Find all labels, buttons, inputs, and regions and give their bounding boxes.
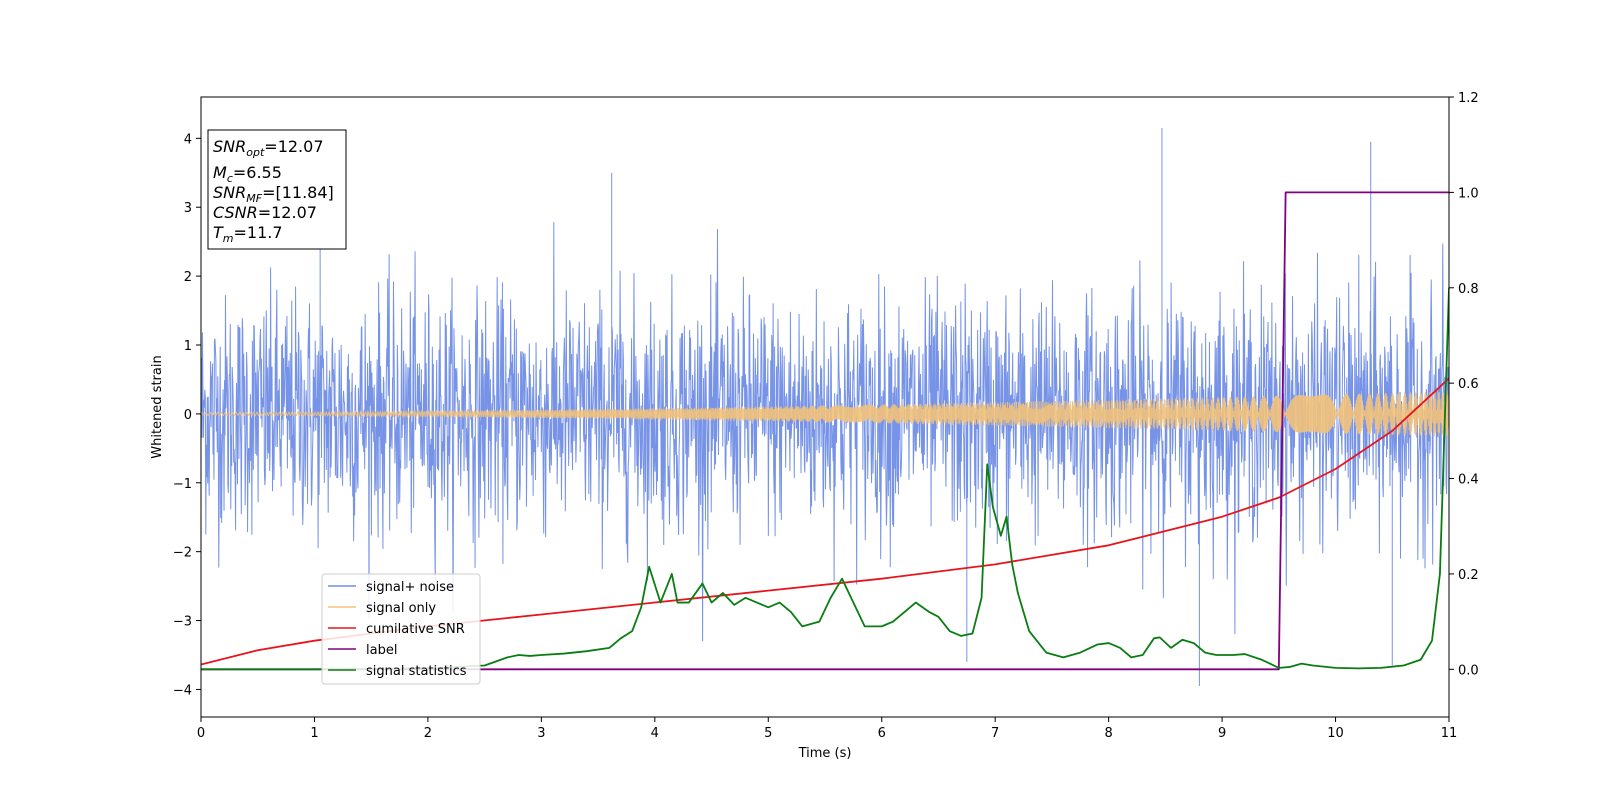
signal-statistics-line bbox=[201, 287, 1449, 671]
x-tick-label: 11 bbox=[1441, 726, 1458, 741]
y-tick-label: 3 bbox=[184, 201, 192, 216]
info-tm: Tm=11.7 bbox=[213, 223, 283, 245]
x-tick-label: 1 bbox=[310, 726, 318, 741]
info-csnr: CSNR=12.07 bbox=[213, 203, 317, 222]
axis-ticks: 0 1 2 3 4 5 6 7 8 9 10 11 −4 −3 −2 −1 0 1 2 3 4 0.0 0.2 0.4 0.6 0… bbox=[173, 91, 1479, 741]
info-mc: Mc=6.55 bbox=[213, 163, 282, 185]
y2-tick-label: 0.4 bbox=[1458, 473, 1479, 488]
y2-tick-label: 0.2 bbox=[1458, 568, 1479, 583]
y-axis-label: Whitened strain bbox=[150, 355, 165, 458]
legend-label-signal-statistics: signal statistics bbox=[366, 664, 467, 679]
y-tick-label: −4 bbox=[173, 683, 192, 698]
y2-tick-label: 0.8 bbox=[1458, 282, 1479, 297]
signal-only-series-layer bbox=[201, 391, 1449, 437]
x-axis-label: Time (s) bbox=[798, 746, 852, 761]
x-tick-label: 3 bbox=[537, 726, 545, 741]
y-tick-label: 1 bbox=[184, 339, 192, 354]
x-tick-label: 0 bbox=[197, 726, 205, 741]
label-line bbox=[201, 191, 1449, 671]
legend-label-cumulative-snr: cumilative SNR bbox=[366, 622, 465, 637]
x-tick-label: 5 bbox=[764, 726, 772, 741]
y2-tick-label: 1.0 bbox=[1458, 186, 1479, 201]
x-tick-label: 2 bbox=[424, 726, 432, 741]
x-tick-label: 9 bbox=[1218, 726, 1226, 741]
noise-series-layer bbox=[201, 128, 1449, 686]
signal-only-line bbox=[201, 391, 1449, 437]
x-tick-label: 7 bbox=[991, 726, 999, 741]
x-tick-label: 4 bbox=[651, 726, 659, 741]
y2-tick-label: 0.6 bbox=[1458, 377, 1479, 392]
y2-tick-label: 1.2 bbox=[1458, 91, 1479, 106]
x-tick-label: 8 bbox=[1104, 726, 1112, 741]
info-snr-opt: SNRopt=12.07 bbox=[213, 137, 324, 159]
y2-tick-label: 0.0 bbox=[1458, 663, 1479, 678]
y-tick-label: 4 bbox=[184, 132, 192, 147]
y-tick-label: 0 bbox=[184, 408, 192, 423]
legend-label-signal-noise: signal+ noise bbox=[366, 580, 454, 595]
y-tick-label: −3 bbox=[173, 615, 192, 630]
info-snr-mf: SNRMF=[11.84] bbox=[213, 183, 334, 205]
plot-frame bbox=[200, 96, 1450, 718]
x-tick-label: 6 bbox=[878, 726, 886, 741]
legend: signal+ noise signal only cumilative SNR… bbox=[321, 573, 481, 685]
legend-label-signal-only: signal only bbox=[366, 601, 436, 616]
x-tick-label: 10 bbox=[1327, 726, 1344, 741]
signal-noise-line bbox=[201, 128, 1449, 686]
legend-label-label: label bbox=[366, 643, 397, 658]
y-tick-label: −2 bbox=[173, 546, 192, 561]
info-box: SNRopt=12.07 Mc=6.55 SNRMF=[11.84] CSNR=… bbox=[207, 129, 347, 250]
y-tick-label: 2 bbox=[184, 270, 192, 285]
y-tick-label: −1 bbox=[173, 477, 192, 492]
